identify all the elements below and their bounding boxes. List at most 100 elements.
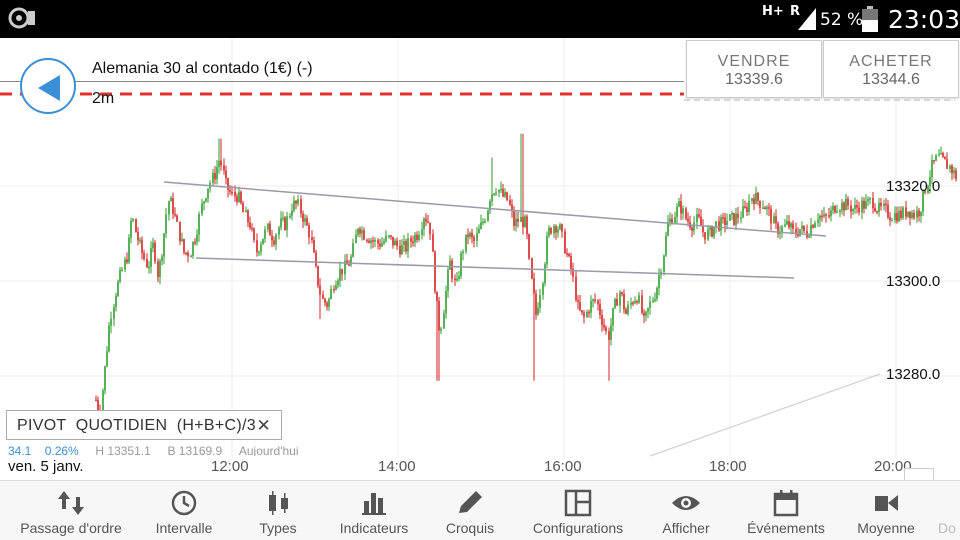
candle-body — [896, 212, 898, 222]
trendline-rising — [649, 373, 881, 457]
candle-body — [231, 191, 233, 194]
candle-body — [150, 248, 152, 267]
candle-body — [113, 307, 115, 319]
candle-body — [742, 206, 744, 218]
buy-button[interactable]: ACHETER 13344.6 — [823, 40, 959, 98]
candle-body — [753, 198, 755, 204]
candle-body — [253, 228, 255, 241]
candle-body — [256, 240, 258, 253]
candle-body — [645, 311, 647, 316]
candle-body — [935, 155, 937, 161]
price-chart[interactable] — [0, 38, 960, 480]
candle-body — [412, 241, 414, 244]
candle-body — [194, 241, 196, 244]
time-tick-label: 20:00 — [874, 458, 912, 475]
close-icon[interactable]: ✕ — [256, 416, 271, 435]
candle-body — [823, 214, 825, 217]
candle-body — [916, 210, 918, 218]
candle-body — [944, 156, 946, 160]
pivot-indicator-tag[interactable]: PIVOT QUOTIDIEN (H+B+C)/3 ✕ — [6, 410, 282, 440]
candle-body — [478, 228, 480, 234]
candle-body — [511, 204, 513, 212]
chart-area[interactable]: Alemania 30 al contado (1€) (-) 2m VENDR… — [0, 38, 960, 480]
candle-body — [260, 244, 262, 252]
candle-body — [289, 215, 291, 218]
candle-body — [819, 215, 821, 220]
candle-body — [786, 221, 788, 225]
toolbar-types[interactable]: Types — [244, 481, 312, 540]
candle-body — [553, 226, 555, 234]
candle-body — [773, 216, 775, 224]
candle-body — [484, 220, 486, 223]
candle-body — [130, 220, 132, 238]
back-button[interactable] — [20, 58, 76, 114]
toolbar-average[interactable]: Moyenne — [850, 481, 922, 540]
toolbar-label: Intervalle — [155, 520, 213, 536]
candle-body — [581, 310, 583, 313]
candle-body — [106, 351, 108, 367]
candle-body — [482, 221, 484, 224]
toolbar-order-entry[interactable]: Passage d'ordre — [8, 481, 134, 540]
candle-body — [913, 212, 915, 218]
toolbar-indicators[interactable]: Indicateurs — [330, 481, 418, 540]
candle-body — [828, 215, 830, 217]
candle-body — [359, 228, 361, 234]
candle-body — [924, 190, 926, 193]
candle-body — [751, 198, 753, 201]
toolbar-events[interactable]: Événements — [738, 481, 834, 540]
candle-body — [264, 229, 266, 239]
toolbar-display[interactable]: Afficher — [652, 481, 720, 540]
chart-corner-handle[interactable] — [904, 468, 934, 480]
candle-body — [696, 214, 698, 223]
toolbar-more[interactable]: Do — [938, 481, 960, 540]
candle-body — [938, 154, 940, 156]
candle-body — [799, 229, 801, 236]
candle-body — [869, 198, 871, 200]
candle-body — [282, 217, 284, 220]
signal-icon — [798, 8, 816, 30]
candle-body — [506, 192, 508, 201]
candle-body — [526, 216, 528, 235]
sell-label: VENDRE — [717, 53, 791, 70]
candle-body — [449, 260, 451, 270]
info-change-pct: 0.26% — [44, 444, 79, 456]
candle-body — [858, 207, 860, 213]
candle-body — [273, 240, 275, 245]
toolbar-sketch[interactable]: Croquis — [436, 481, 504, 540]
toolbar-interval[interactable]: Intervalle — [144, 481, 224, 540]
candle-body — [454, 278, 456, 281]
candle-body — [370, 240, 372, 243]
candle-body — [907, 211, 909, 217]
candle-body — [293, 200, 295, 211]
candle-body — [405, 241, 407, 252]
calendar-icon — [773, 490, 799, 517]
candle-body — [656, 287, 658, 300]
candle-body — [429, 222, 431, 235]
toolbar-label: Configurations — [532, 520, 624, 536]
candle-body — [421, 229, 423, 235]
toolbar-configurations[interactable]: Configurations — [522, 481, 634, 540]
candle-body — [825, 214, 827, 216]
candle-body — [852, 209, 854, 212]
candle-body — [627, 304, 629, 314]
order-arrows-icon — [58, 491, 84, 515]
candle-body — [678, 201, 680, 207]
candle-body — [447, 269, 449, 292]
sell-button[interactable]: VENDRE 13339.6 — [686, 40, 822, 98]
candle-body — [854, 205, 856, 210]
candle-body — [737, 213, 739, 218]
candle-body — [157, 261, 159, 277]
candle-body — [245, 210, 247, 213]
candle-body — [775, 216, 777, 224]
candle-body — [682, 208, 684, 214]
candle-body — [163, 233, 165, 257]
candle-body — [605, 327, 607, 332]
candle-body — [152, 242, 154, 249]
candle-body — [533, 278, 535, 294]
candle-body — [476, 233, 478, 242]
candle-body — [495, 192, 497, 194]
trendline-lower — [195, 257, 795, 279]
clock: 23:03 — [888, 5, 960, 34]
candle-body — [154, 242, 156, 262]
candle-body — [841, 202, 843, 211]
